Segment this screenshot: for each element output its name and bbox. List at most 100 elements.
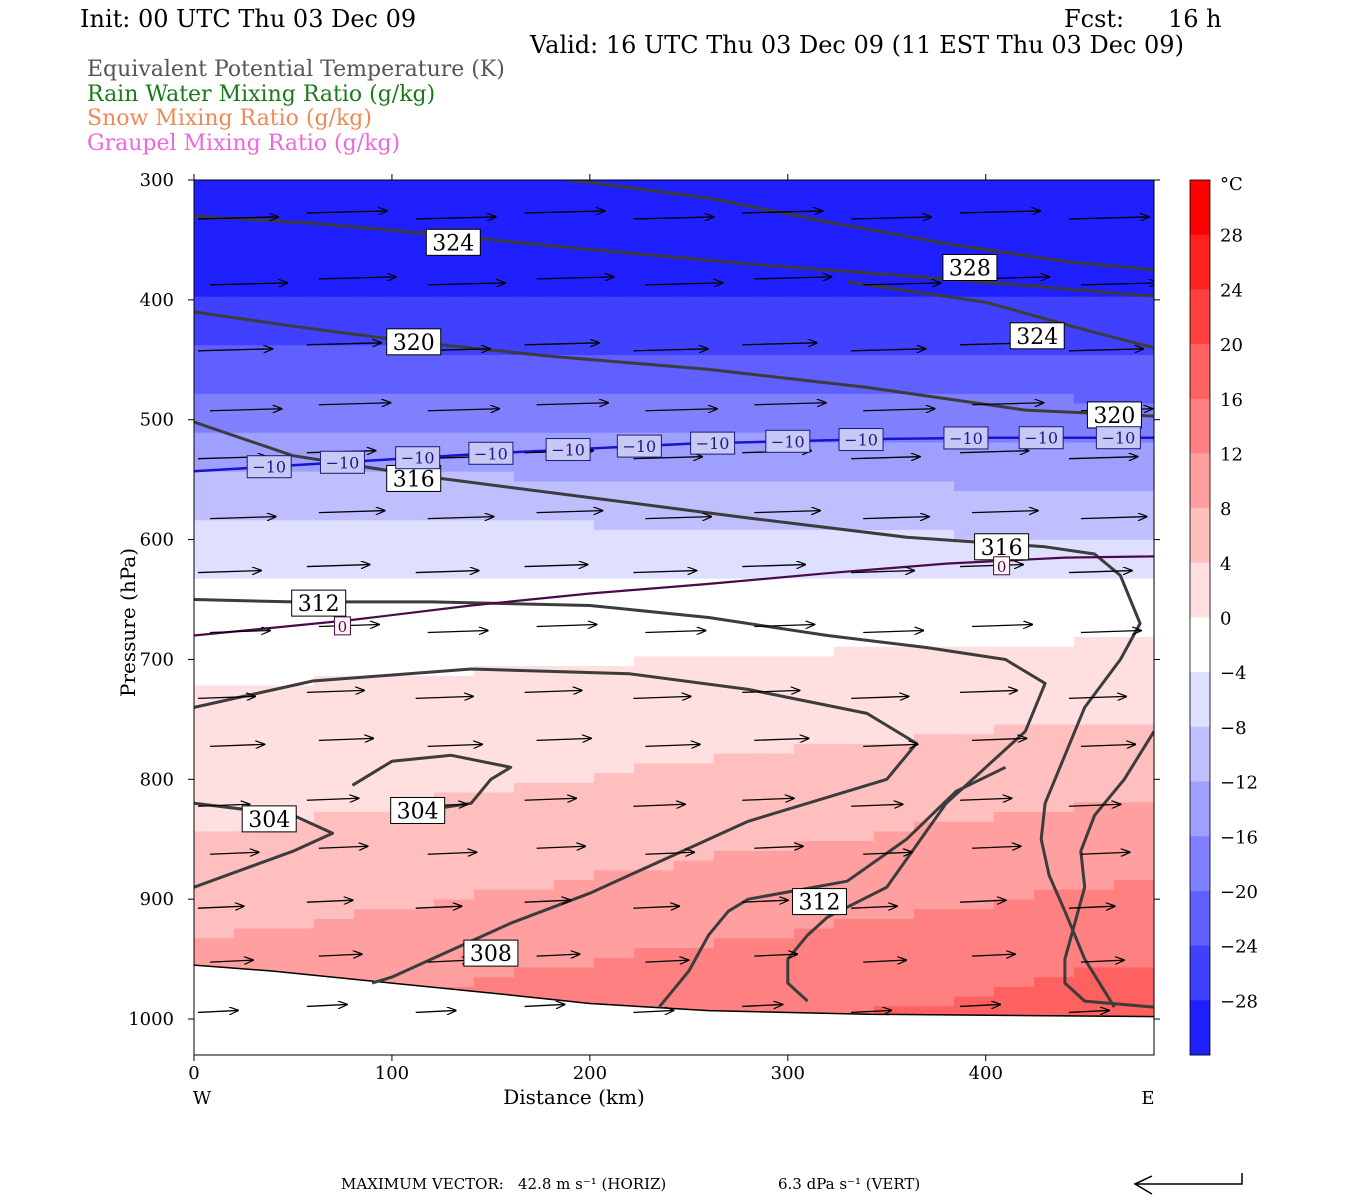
temperature-cell xyxy=(594,316,635,327)
temperature-cell xyxy=(594,714,635,726)
temperature-cell xyxy=(914,238,955,249)
wind-vector xyxy=(851,1010,891,1012)
temperature-cell xyxy=(954,685,995,696)
temperature-cell xyxy=(834,802,875,813)
temperature-cell xyxy=(914,753,955,764)
temperature-cell xyxy=(794,773,835,784)
temperature-cell xyxy=(674,316,715,327)
temperature-cell xyxy=(714,296,755,307)
temperature-cell xyxy=(914,393,955,405)
temperature-cell xyxy=(234,675,275,687)
temperature-cell xyxy=(434,316,475,327)
temperature-cell xyxy=(1034,724,1075,735)
temperature-cell xyxy=(794,393,835,405)
temperature-cell xyxy=(274,734,315,745)
temperature-cell xyxy=(1074,461,1115,473)
temperature-cell xyxy=(234,257,275,269)
wind-vector xyxy=(742,798,793,800)
temperature-cell xyxy=(554,986,595,998)
wind-vector xyxy=(863,630,923,632)
temperature-cell xyxy=(874,423,915,434)
temperature-cell xyxy=(314,189,355,201)
temperature-cell xyxy=(634,860,675,871)
temperature-cell xyxy=(754,831,795,842)
temperature-cell xyxy=(794,248,835,259)
temperature-cell xyxy=(1074,831,1115,842)
temperature-cell xyxy=(314,180,355,191)
temperature-cell xyxy=(1074,568,1115,580)
isotherm-label-box xyxy=(319,450,365,474)
temperature-cell xyxy=(314,403,355,414)
wind-vector xyxy=(633,349,707,351)
temperature-cell xyxy=(674,393,715,405)
colorbar-label: 28 xyxy=(1220,226,1243,247)
temperature-cell xyxy=(994,850,1035,862)
temperature-cell xyxy=(354,714,395,726)
temperature-cell xyxy=(634,675,675,687)
temperature-cell xyxy=(514,811,555,823)
temperature-cell xyxy=(234,870,275,881)
temperature-cell xyxy=(274,530,315,541)
temperature-cell xyxy=(474,316,515,327)
temperature-cell xyxy=(234,296,275,307)
temperature-cell xyxy=(794,539,835,551)
temperature-cell xyxy=(994,355,1035,366)
temperature-cell xyxy=(594,802,635,813)
temperature-cell xyxy=(914,841,955,852)
temperature-cell xyxy=(314,918,355,930)
temperature-cell xyxy=(714,880,755,891)
temperature-cell xyxy=(594,957,635,969)
temperature-cell xyxy=(954,918,995,930)
temperature-cell xyxy=(874,617,915,628)
temperature-cell xyxy=(674,491,715,502)
wind-vector xyxy=(633,457,702,459)
temperature-cell xyxy=(1034,199,1075,210)
temperature-cell xyxy=(394,870,435,881)
temperature-cell xyxy=(634,656,675,667)
temperature-cell xyxy=(434,967,475,978)
temperature-cell xyxy=(354,500,395,512)
temperature-cell xyxy=(1114,850,1154,862)
temperature-cell xyxy=(994,753,1035,764)
wind-vector xyxy=(754,277,831,279)
temperature-cell xyxy=(474,423,515,434)
temperature-cell xyxy=(594,986,635,998)
temperature-cell xyxy=(234,734,275,745)
wind-vector xyxy=(306,798,358,800)
temperature-cell xyxy=(834,286,875,298)
temperature-cell xyxy=(394,209,435,220)
temperature-cell xyxy=(954,617,995,628)
temperature-cell xyxy=(474,831,515,842)
temperature-cell xyxy=(874,442,915,453)
x-tick-label: 0 xyxy=(188,1063,199,1084)
valid-time: Valid: 16 UTC Thu 03 Dec 09 (11 EST Thu … xyxy=(530,31,1184,59)
temperature-cell xyxy=(1034,782,1075,794)
temperature-cell xyxy=(754,870,795,881)
temperature-cell xyxy=(594,539,635,551)
temperature-cell xyxy=(474,286,515,298)
temperature-cell xyxy=(954,656,995,667)
temperature-cell xyxy=(434,481,475,492)
isotherm-label-box xyxy=(395,446,441,470)
temperature-cell xyxy=(1074,277,1115,288)
temperature-cell xyxy=(714,948,755,959)
wind-vector xyxy=(742,343,816,345)
temperature-cell xyxy=(674,335,715,346)
temperature-cell xyxy=(954,588,995,599)
temperature-cell xyxy=(194,617,235,628)
temperature-cell xyxy=(274,646,315,657)
temperature-cell xyxy=(554,180,595,191)
temperature-cell xyxy=(514,248,555,259)
temperature-cell xyxy=(1114,355,1154,366)
temperature-cell xyxy=(514,539,555,551)
temperature-cell xyxy=(194,286,235,298)
temperature-cell xyxy=(434,199,475,210)
temperature-cell xyxy=(194,850,235,862)
temperature-cell xyxy=(1034,267,1075,278)
temperature-cell xyxy=(994,520,1035,531)
wind-vector xyxy=(536,511,603,513)
temperature-cell xyxy=(1074,607,1115,619)
wind-vector xyxy=(960,451,1029,453)
temperature-cell xyxy=(354,306,395,317)
temperature-cell xyxy=(594,461,635,473)
